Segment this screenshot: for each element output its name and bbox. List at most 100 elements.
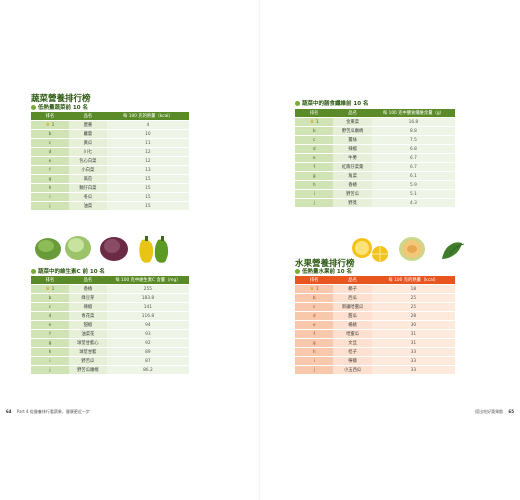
table-row: j 野莧 4.3: [295, 199, 455, 207]
table-row: b 綠豆芽 183.8: [31, 294, 189, 302]
rank-label: e: [48, 158, 52, 164]
value-cell: 15: [106, 202, 189, 210]
table-row: h 桔子 33: [295, 348, 455, 356]
table-row: e 甜椒 94: [31, 321, 189, 329]
item-name-cell: 油菜: [68, 202, 107, 210]
item-name-cell: 綠豆芽: [68, 294, 107, 302]
rank-label: 1: [315, 120, 319, 125]
table-row: b 野苦瓜嫩梢 8.8: [295, 127, 455, 135]
item-name-cell: 野莧: [333, 199, 372, 207]
rank-label: g: [48, 176, 52, 182]
table-row: g 文旦 31: [295, 339, 455, 347]
item-name-cell: 包心白菜: [68, 157, 107, 165]
right-footer: 搭出吃好蔬果飲 65: [475, 409, 514, 415]
item-name-cell: 哈蜜瓜: [333, 330, 372, 338]
crown-icon: ♛: [45, 286, 52, 292]
rank-label: f: [313, 331, 315, 337]
table-subtitle: 低熱量水果前 10 名: [295, 267, 352, 275]
rank-label: f: [49, 331, 51, 337]
value-cell: 12: [106, 157, 189, 165]
column-header: 排名: [295, 109, 334, 117]
rank-label: b: [312, 128, 316, 134]
leaf-dot-icon: [295, 100, 300, 106]
column-header: 每 100 克中維生素C 含量（mg）: [106, 276, 189, 284]
rank-cell: j: [31, 202, 69, 210]
value-cell: 8.8: [371, 127, 455, 135]
value-cell: 31: [371, 339, 455, 347]
table-row: f 油菜花 93: [31, 330, 189, 338]
book-gutter: [259, 0, 261, 500]
rank-cell: b: [295, 294, 334, 302]
rank-label: g: [312, 340, 316, 346]
value-cell: 93: [106, 330, 189, 338]
rank-label: e: [312, 322, 316, 328]
rank-cell: f: [295, 330, 334, 338]
item-name-cell: 甜椒: [68, 321, 107, 329]
item-name-cell: 辣椒: [68, 303, 107, 311]
rank-label: b: [312, 295, 316, 301]
rank-cell: ♛ 1: [31, 121, 69, 129]
rank-cell: g: [31, 339, 69, 347]
item-name-cell: 辣椒: [333, 145, 372, 153]
rank-label: j: [313, 200, 315, 206]
column-header: 每 100 克的熱量（kcal）: [371, 276, 455, 284]
table-row: d 甜瓜 28: [295, 312, 455, 320]
item-name-cell: 蘆薈: [68, 121, 107, 129]
table-row: f 哈蜜瓜 31: [295, 330, 455, 338]
rank-label: i: [313, 358, 315, 364]
item-name-cell: 野苦瓜: [68, 357, 107, 365]
item-name-cell: 野苦瓜嫩梢: [333, 127, 372, 135]
rank-cell: c: [295, 303, 334, 311]
value-cell: 18: [371, 285, 455, 293]
rank-cell: h: [295, 348, 334, 356]
left-footer: 64 Part 4 從營養排行看蔬果，健康更近一步: [6, 409, 90, 415]
value-cell: 7.5: [371, 136, 455, 144]
table-row: j 野苦瓜嫩梢 86.2: [31, 366, 189, 374]
rank-cell: ♛ 1: [295, 118, 334, 126]
rank-label: b: [48, 295, 52, 301]
value-cell: 6.7: [371, 154, 455, 162]
table-subtitle: 蔬菜中的維生素C 前 10 名: [31, 267, 105, 275]
rank-cell: j: [295, 199, 334, 207]
item-name-cell: 桔子: [333, 348, 372, 356]
table-row: i 野苦瓜 87: [31, 357, 189, 365]
rank-label: h: [312, 182, 316, 188]
item-name-cell: 紅鳳仔菜葉: [333, 163, 372, 171]
rank-label: 1: [51, 287, 55, 292]
rank-label: d: [48, 313, 52, 319]
rank-cell: ♛ 1: [31, 285, 69, 293]
value-cell: 4.3: [371, 199, 455, 207]
rank-cell: f: [31, 330, 69, 338]
table-row: c 辣椒 141: [31, 303, 189, 311]
value-cell: 33: [371, 348, 455, 356]
item-name-cell: 文旦: [333, 339, 372, 347]
rank-label: e: [48, 322, 52, 328]
value-cell: 16.8: [371, 118, 455, 126]
column-header: 品名: [68, 112, 107, 120]
table-row: i 檸檬 33: [295, 357, 455, 365]
value-cell: 6.7: [371, 163, 455, 171]
table-header-row: 排名 品名每 100 克的熱量（kcal）: [295, 276, 455, 284]
rank-cell: e: [295, 321, 334, 329]
rank-cell: g: [31, 175, 69, 183]
item-name-cell: 角菜: [333, 172, 372, 180]
value-cell: 33: [371, 357, 455, 365]
item-name-cell: 球莖甘藍心: [68, 339, 107, 347]
value-cell: 5.9: [371, 181, 455, 189]
column-header: 排名: [31, 276, 69, 284]
footer-text: 搭出吃好蔬果飲: [475, 409, 504, 414]
table-row: c 新疆哈蜜瓜 25: [295, 303, 455, 311]
value-cell: 116.8: [106, 312, 189, 320]
leaf-dot-icon: [31, 104, 36, 110]
value-cell: 255: [106, 285, 189, 293]
rank-cell: i: [295, 190, 334, 198]
table-row: e 牛蒡 6.7: [295, 154, 455, 162]
table-row: d 青花菜 116.8: [31, 312, 189, 320]
value-cell: 5.1: [371, 190, 455, 198]
column-header: 排名: [295, 276, 334, 284]
value-cell: 6.1: [371, 172, 455, 180]
rank-cell: d: [31, 148, 69, 156]
item-name-cell: 野苦瓜嫩梢: [68, 366, 107, 374]
rank-cell: i: [31, 193, 69, 201]
low-calorie-fruit-table: 排名 品名每 100 克的熱量（kcal） ♛ 1 椰子 18 b 西瓜 25 c 新疆哈蜜瓜 25…: [295, 275, 455, 375]
